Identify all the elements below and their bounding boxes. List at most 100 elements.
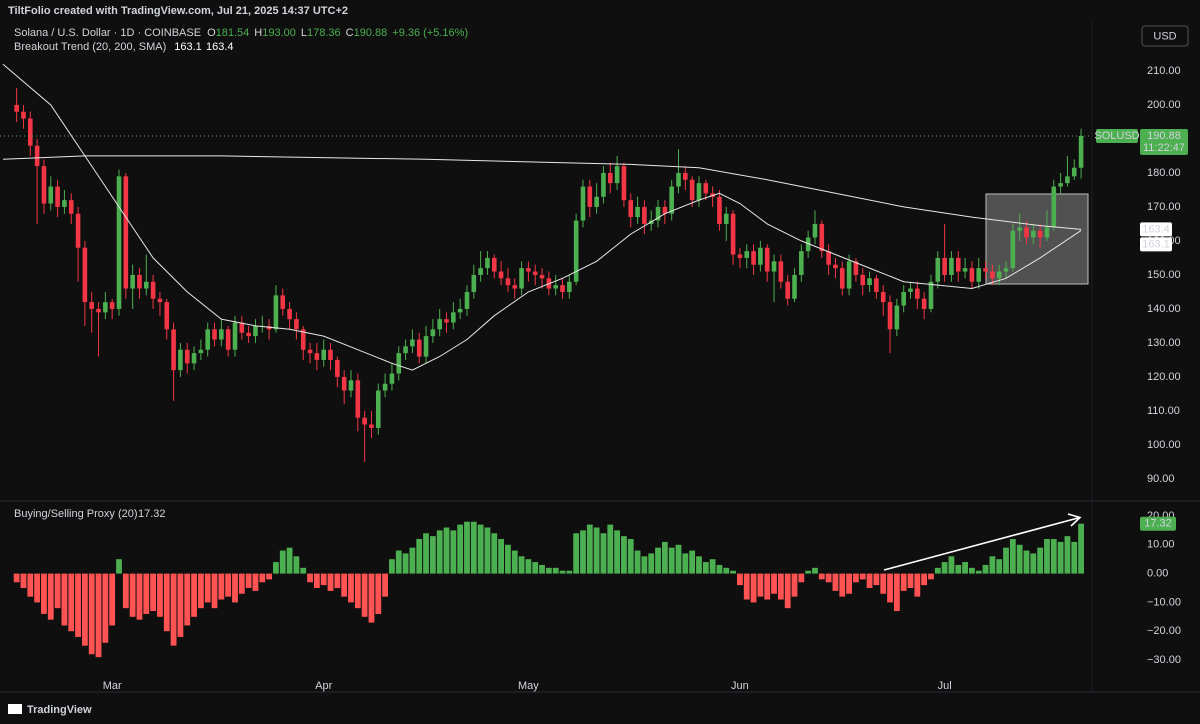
- candle-body: [27, 118, 33, 146]
- candle-body: [778, 261, 784, 282]
- candle-body: [628, 200, 634, 218]
- proxy-bar: [621, 536, 627, 574]
- price-tick-label: 210.00: [1147, 65, 1181, 77]
- proxy-bar: [914, 573, 921, 597]
- candle-body: [560, 285, 565, 292]
- ohlc-label: L: [301, 27, 307, 39]
- proxy-bar: [293, 556, 300, 574]
- candle-body: [1058, 183, 1063, 187]
- candle-body: [867, 278, 872, 286]
- proxy-bar: [157, 573, 163, 617]
- candle-body: [594, 196, 599, 207]
- candle-body: [805, 237, 811, 252]
- proxy-bar: [771, 573, 777, 594]
- proxy-bar: [273, 562, 279, 574]
- ohlc-value: 181.54: [216, 27, 250, 39]
- proxy-bar: [238, 573, 245, 594]
- proxy-bar: [750, 573, 757, 603]
- proxy-bar: [300, 567, 307, 574]
- proxy-bar: [286, 547, 293, 574]
- candle-body: [225, 329, 231, 350]
- proxy-title: Buying/Selling Proxy (20): [14, 508, 138, 520]
- candle-body: [580, 186, 586, 221]
- proxy-bar: [975, 570, 982, 574]
- proxy-bar: [600, 533, 607, 574]
- candle-body: [478, 268, 483, 275]
- proxy-bar: [1057, 541, 1064, 574]
- proxy-bar: [20, 573, 27, 588]
- candle-body: [696, 183, 702, 201]
- proxy-bar: [853, 573, 859, 583]
- candle-body: [723, 213, 729, 224]
- proxy-bar: [232, 573, 238, 603]
- candle-body: [921, 298, 927, 309]
- candle-body: [1031, 230, 1036, 238]
- proxy-bar: [95, 573, 102, 658]
- candle-body: [969, 268, 975, 282]
- proxy-bar: [743, 573, 750, 600]
- proxy-bar: [436, 530, 443, 574]
- proxy-bar: [648, 553, 655, 574]
- ohlc-value: 178.36: [307, 27, 341, 39]
- currency-label[interactable]: USD: [1153, 30, 1176, 42]
- proxy-bar: [170, 573, 177, 646]
- candle-body: [676, 172, 681, 187]
- candle-body: [300, 329, 306, 350]
- proxy-bar: [696, 556, 702, 574]
- trend-arrow-head: [1067, 513, 1082, 527]
- ohlc-value: 193.00: [262, 27, 296, 39]
- time-tick-label: Mar: [103, 680, 122, 692]
- proxy-bar: [375, 573, 382, 614]
- breakout-box: [985, 193, 1089, 285]
- price-tick-label: 140.00: [1147, 303, 1181, 315]
- candle-body: [389, 373, 395, 384]
- currency-button[interactable]: [1141, 25, 1189, 47]
- proxy-bar: [81, 573, 88, 646]
- proxy-bar: [1003, 547, 1009, 574]
- proxy-bar: [941, 562, 948, 574]
- proxy-tag-text: 17.32: [1144, 518, 1172, 530]
- proxy-bar: [68, 573, 75, 632]
- proxy-bar: [839, 573, 846, 597]
- candle-body: [485, 257, 490, 269]
- candle-body: [34, 145, 40, 167]
- proxy-bar: [177, 573, 184, 637]
- proxy-bar: [1030, 553, 1037, 574]
- candle-body: [498, 271, 504, 279]
- proxy-bar: [129, 573, 136, 617]
- proxy-value: 17.32: [138, 508, 166, 520]
- candle-body: [464, 291, 470, 309]
- proxy-bar: [573, 533, 580, 574]
- proxy-bar: [552, 567, 559, 574]
- candle-body: [348, 380, 354, 391]
- proxy-bar: [702, 562, 709, 574]
- proxy-bar: [737, 573, 743, 586]
- proxy-bar: [307, 573, 313, 583]
- candle-body: [335, 359, 340, 377]
- time-tick-label: May: [518, 680, 539, 692]
- candle-body: [437, 319, 442, 330]
- time-tick-label: Apr: [315, 680, 332, 692]
- proxy-bar: [361, 573, 368, 617]
- proxy-bar: [730, 570, 736, 574]
- proxy-bar: [211, 573, 218, 609]
- proxy-bar: [907, 573, 914, 588]
- proxy-bar: [887, 573, 893, 603]
- candle-body: [730, 213, 736, 255]
- proxy-bar: [477, 524, 484, 574]
- proxy-bar: [334, 573, 341, 588]
- proxy-bar: [777, 573, 784, 600]
- sma-line: [2, 63, 1082, 371]
- candle-body: [246, 332, 251, 337]
- candle-body: [1065, 176, 1070, 184]
- candle-body: [314, 353, 320, 360]
- sma-line: [2, 155, 1082, 230]
- proxy-bar: [450, 530, 457, 574]
- logo-text: TradingView: [27, 704, 92, 716]
- proxy-bar: [341, 573, 348, 597]
- proxy-bar: [989, 556, 996, 574]
- proxy-bar: [525, 559, 532, 574]
- candle-body: [553, 285, 558, 289]
- candle-body: [717, 196, 722, 224]
- candle-body: [55, 186, 60, 207]
